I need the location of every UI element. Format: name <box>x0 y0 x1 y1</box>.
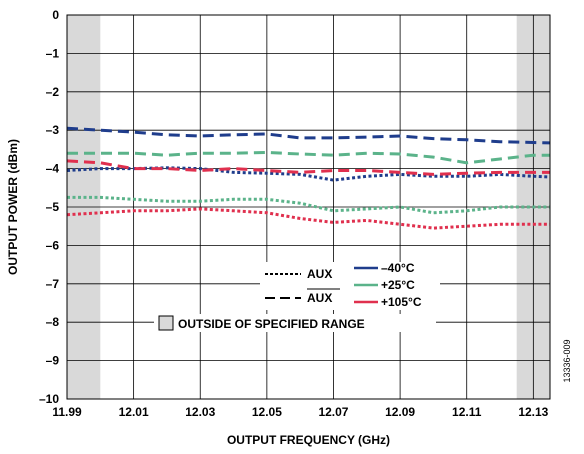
y-tick-label: –9 <box>46 354 60 368</box>
legend-minus40-label: –40°C <box>381 261 415 275</box>
y-tick-label: 0 <box>52 8 59 22</box>
y-tick-label: –8 <box>46 315 60 329</box>
y-tick-labels: 0 –1 –2 –3 –4 –5 –6 –7 –8 –9 –10 <box>39 8 59 406</box>
x-tick-labels: 11.99 12.01 12.03 12.05 12.07 12.09 12.11 12.13 <box>52 405 548 419</box>
y-tick-label: –3 <box>46 123 60 137</box>
y-tick-label: –6 <box>46 238 60 252</box>
legend-plus105-label: +105°C <box>381 295 422 309</box>
y-tick-label: –4 <box>46 162 60 176</box>
legend-aux-dotted-label: AUX <box>307 267 332 281</box>
y-tick-label: –7 <box>46 277 60 291</box>
data-series <box>66 126 551 230</box>
x-tick-label: 12.13 <box>518 405 548 419</box>
legend-shaded-background <box>154 314 436 332</box>
series-line-2 <box>67 195 550 215</box>
y-tick-label: –10 <box>39 392 59 406</box>
gridlines <box>66 14 550 400</box>
series-line-3 <box>67 150 550 165</box>
legend-shaded-label: OUTSIDE OF SPECIFIED RANGE <box>178 317 365 331</box>
x-tick-label: 12.05 <box>252 405 282 419</box>
y-axis-label: OUTPUT POWER (dBm) <box>6 139 20 275</box>
series-line-5 <box>66 159 550 176</box>
legend-plus25-label: +25°C <box>381 278 415 292</box>
y-tick-label: –2 <box>46 85 60 99</box>
legend-background <box>260 262 440 310</box>
x-tick-label: 12.09 <box>385 405 415 419</box>
figure-id: 13336-009 <box>562 339 572 382</box>
series-line-4 <box>66 207 550 230</box>
legend-shaded-swatch <box>158 315 174 331</box>
series-line-1 <box>66 126 551 145</box>
x-tick-label: 12.07 <box>318 405 348 419</box>
x-tick-label: 11.99 <box>52 405 82 419</box>
y-tick-label: –1 <box>46 46 60 60</box>
plot-border <box>66 14 551 400</box>
legend: AUX AUX –40°C +25°C +105°C OUTSIDE OF SP… <box>154 261 440 332</box>
y-tick-label: –5 <box>46 200 60 214</box>
x-tick-label: 12.11 <box>452 405 482 419</box>
x-tick-label: 12.03 <box>185 405 215 419</box>
legend-aux-dashed-label: AUX <box>307 291 332 305</box>
x-tick-label: 12.01 <box>119 405 149 419</box>
x-axis-label: OUTPUT FREQUENCY (GHz) <box>227 433 390 447</box>
series-line-0 <box>66 166 551 182</box>
